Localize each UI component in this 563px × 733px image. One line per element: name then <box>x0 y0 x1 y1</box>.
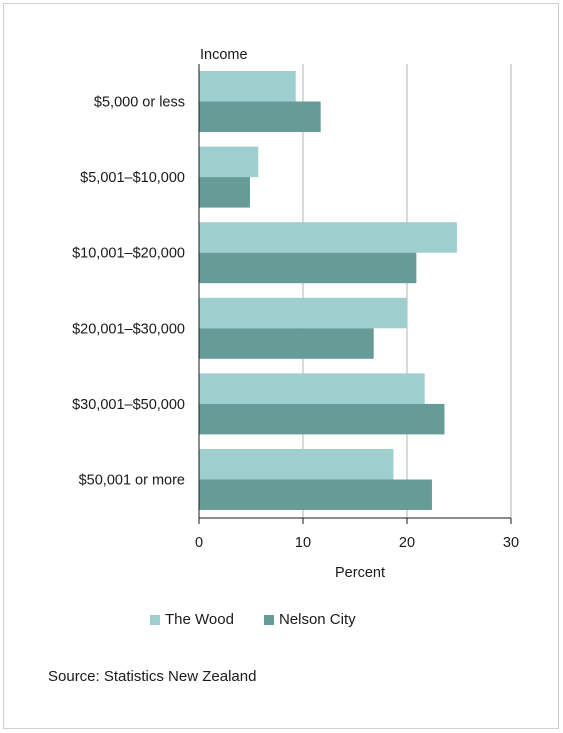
legend-swatch-the-wood <box>150 614 160 625</box>
bar-the-wood-1 <box>199 146 259 178</box>
bar-nelson-city-4 <box>199 403 445 435</box>
chart-frame <box>3 3 559 729</box>
bar-the-wood-2 <box>199 222 457 253</box>
legend-item-nelson-city: Nelson City <box>263 611 356 628</box>
y-category-label-2: $10,001–$20,000 <box>72 246 185 262</box>
bar-nelson-city-0 <box>199 101 321 132</box>
bar-the-wood-4 <box>199 373 425 404</box>
x-tick-label-20: 20 <box>399 535 415 551</box>
labels: 0 10 20 30 $5,000 or less $5,001–$10,000 $10,0… <box>72 95 519 552</box>
x-tick-label-10: 10 <box>295 535 311 551</box>
legend-label-nelson-city: Nelson City <box>278 611 356 628</box>
bar-chart: 0 10 20 30 $5,000 or less $5,001–$10,000 $10,0… <box>72 47 519 581</box>
bar-the-wood-3 <box>199 297 407 329</box>
legend-swatch-nelson-city <box>263 614 274 625</box>
bar-nelson-city-1 <box>199 177 250 208</box>
legend-item-the-wood: The Wood <box>150 611 234 628</box>
y-category-label-0: $5,000 or less <box>94 95 185 111</box>
x-tick-label-0: 0 <box>195 535 203 551</box>
bars <box>199 71 457 510</box>
bar-the-wood-5 <box>199 449 394 480</box>
y-category-label-5: $50,001 or more <box>79 473 185 489</box>
bar-nelson-city-3 <box>199 328 374 359</box>
bar-the-wood-0 <box>199 71 296 102</box>
legend-label-the-wood: The Wood <box>165 611 234 628</box>
source-note: Source: Statistics New Zealand <box>48 668 257 685</box>
bar-nelson-city-5 <box>199 479 432 510</box>
y-category-label-4: $30,001–$50,000 <box>72 397 185 413</box>
y-category-label-1: $5,001–$10,000 <box>80 170 185 186</box>
legend: The Wood Nelson City <box>150 611 356 628</box>
x-axis-title: Percent <box>335 565 385 581</box>
bar-nelson-city-2 <box>199 252 417 284</box>
y-axis-title: Income <box>200 47 248 63</box>
gridlines <box>302 64 512 518</box>
x-tick-label-30: 30 <box>503 535 519 551</box>
y-category-label-3: $20,001–$30,000 <box>72 321 185 337</box>
axes <box>198 64 512 524</box>
